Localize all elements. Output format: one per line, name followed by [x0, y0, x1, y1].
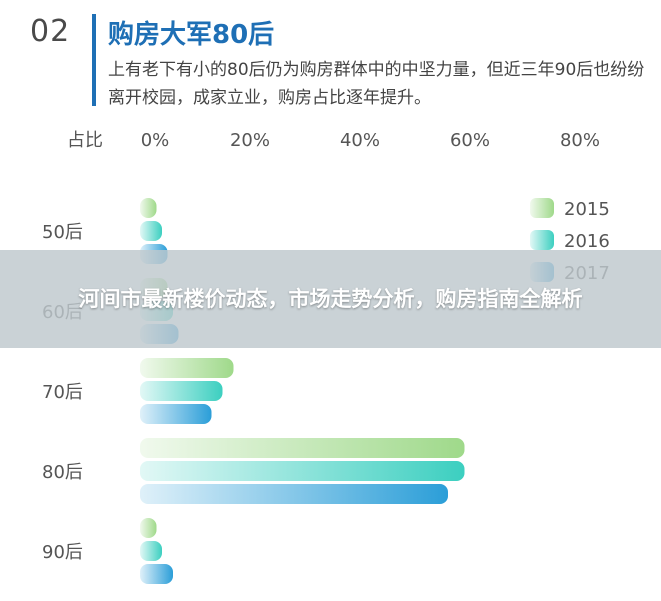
category-label: 90后 [42, 542, 83, 563]
bar-2017 [140, 404, 212, 424]
bar-2015 [140, 518, 157, 538]
bar-2016 [140, 381, 223, 401]
bar-2015 [140, 198, 157, 218]
chart-description: 上有老下有小的80后仍为购房群体中的中坚力量，但近三年90后也纷纷离开校园，成家… [108, 60, 645, 108]
legend-swatch [530, 198, 554, 218]
x-tick-label: 0% [141, 130, 170, 151]
bar-2017 [140, 484, 448, 504]
headline-banner: 河间市最新楼价动态，市场走势分析，购房指南全解析 [0, 250, 661, 348]
bar-2016 [140, 541, 162, 561]
x-tick-label: 80% [560, 130, 600, 151]
headline-text: 河间市最新楼价动态，市场走势分析，购房指南全解析 [78, 286, 583, 311]
x-tick-label: 40% [340, 130, 380, 151]
x-tick-label: 60% [450, 130, 490, 151]
x-tick-label: 20% [230, 130, 270, 151]
bar-2016 [140, 461, 465, 481]
legend-label: 2016 [564, 231, 610, 252]
category-label: 80后 [42, 462, 83, 483]
legend-swatch [530, 230, 554, 250]
axis-label: 占比 [67, 130, 103, 151]
bar-2016 [140, 221, 162, 241]
chart-header: 02 购房大军80后 上有老下有小的80后仍为购房群体中的中坚力量，但近三年90… [0, 0, 661, 120]
bar-2017 [140, 564, 173, 584]
bar-2015 [140, 438, 465, 458]
bar-chart: 占比0%20%40%60%80%50后60后70后80后90后201520162… [42, 130, 610, 584]
legend-label: 2015 [564, 199, 610, 220]
category-label: 50后 [42, 222, 83, 243]
header-accent-bar [92, 14, 96, 106]
bar-2015 [140, 358, 234, 378]
section-number: 02 [30, 14, 71, 49]
category-label: 70后 [42, 382, 83, 403]
chart-title: 购房大军80后 [108, 20, 275, 50]
